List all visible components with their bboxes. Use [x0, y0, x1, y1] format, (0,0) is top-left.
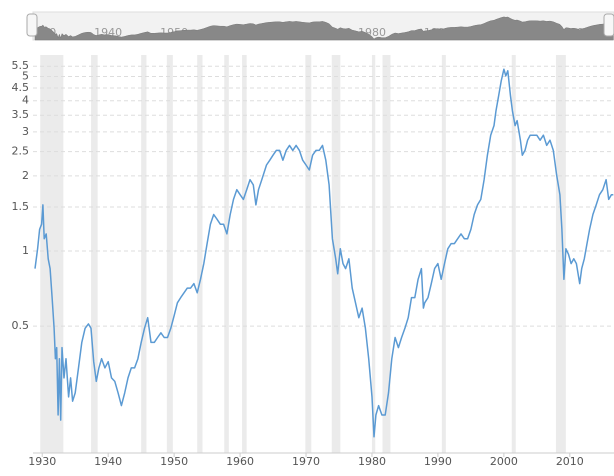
y-tick-label: 3.5 [12, 108, 30, 121]
shaded-range [511, 55, 516, 453]
x-tick-label: 2010 [556, 455, 584, 468]
shaded-range [441, 55, 446, 453]
shaded-range [371, 55, 376, 453]
x-tick-label: 1950 [160, 455, 188, 468]
navigator-handle[interactable] [26, 13, 38, 37]
plot-area: 0.5 1 1.5 2 2.5 3 3.544.555.5 1930 1940 1950 1960 1… [12, 55, 614, 468]
y-tick-label: 0.5 [12, 319, 30, 332]
shaded-range [382, 55, 391, 453]
x-tick-label: 1930 [28, 455, 56, 468]
y-tick-label: 4 [22, 94, 29, 107]
y-tick-label: 4.5 [12, 81, 30, 94]
x-tick-label: 1940 [94, 455, 122, 468]
navigator-handle[interactable] [603, 13, 614, 37]
shaded-range [224, 55, 229, 453]
x-tick-label: 1970 [292, 455, 320, 468]
shaded-range [555, 55, 566, 453]
y-tick-label: 1 [22, 244, 29, 257]
y-tick-label: 3 [22, 125, 29, 138]
y-tick-label: 5.5 [12, 59, 30, 72]
shaded-range [305, 55, 312, 453]
y-tick-label: 2 [22, 169, 29, 182]
line [34, 68, 614, 438]
shaded-range [91, 55, 98, 453]
x-tick-label: 1980 [358, 455, 386, 468]
shaded-range [331, 55, 341, 453]
y-tick-label: 2.5 [12, 145, 30, 158]
y-tick-label: 5 [22, 70, 29, 83]
x-tick-label: 2000 [490, 455, 518, 468]
y-tick-label: 1.5 [12, 200, 30, 213]
navigator-area [34, 16, 614, 41]
shaded-range [197, 55, 203, 453]
shaded-range [141, 55, 147, 453]
x-tick-label: 1990 [424, 455, 452, 468]
shaded-range [242, 55, 247, 453]
shaded-range [166, 55, 173, 453]
x-tick-label: 1960 [226, 455, 254, 468]
